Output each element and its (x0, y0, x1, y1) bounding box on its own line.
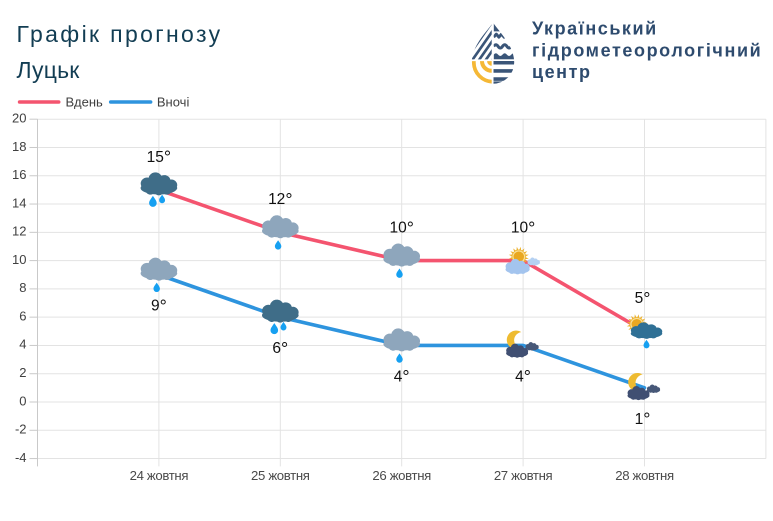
svg-text:2: 2 (19, 365, 26, 380)
svg-text:4°: 4° (394, 367, 410, 387)
svg-text:Український: Український (532, 19, 658, 39)
svg-text:-4: -4 (15, 450, 27, 465)
svg-text:12: 12 (12, 224, 26, 239)
svg-text:14: 14 (12, 195, 26, 210)
svg-text:18: 18 (12, 139, 26, 154)
svg-text:Вночі: Вночі (157, 94, 190, 109)
svg-text:10°: 10° (389, 218, 413, 238)
svg-text:25 жовтня: 25 жовтня (251, 468, 310, 483)
svg-text:28 жовтня: 28 жовтня (615, 468, 674, 483)
svg-text:4: 4 (19, 337, 26, 352)
svg-text:5°: 5° (635, 289, 651, 309)
svg-text:центр: центр (532, 62, 592, 82)
svg-text:16: 16 (12, 167, 26, 182)
svg-text:9°: 9° (151, 296, 167, 316)
svg-text:-2: -2 (15, 422, 27, 437)
svg-text:10°: 10° (511, 218, 535, 238)
svg-text:10: 10 (12, 252, 26, 267)
svg-text:27 жовтня: 27 жовтня (494, 468, 553, 483)
svg-text:0: 0 (19, 393, 26, 408)
svg-text:Луцьк: Луцьк (17, 57, 81, 83)
svg-text:26 жовтня: 26 жовтня (372, 468, 431, 483)
svg-text:6: 6 (19, 308, 26, 323)
svg-text:4°: 4° (515, 367, 531, 387)
svg-text:1°: 1° (635, 410, 651, 430)
svg-text:24 жовтня: 24 жовтня (130, 468, 189, 483)
svg-text:15°: 15° (147, 148, 171, 168)
svg-text:6°: 6° (272, 339, 288, 359)
svg-text:8: 8 (19, 280, 26, 295)
svg-text:20: 20 (12, 111, 26, 126)
svg-text:гідрометеорологічний: гідрометеорологічний (532, 40, 762, 60)
svg-text:12°: 12° (268, 190, 292, 210)
svg-text:Графік прогнозу: Графік прогнозу (17, 21, 223, 47)
svg-text:Вдень: Вдень (66, 94, 104, 109)
